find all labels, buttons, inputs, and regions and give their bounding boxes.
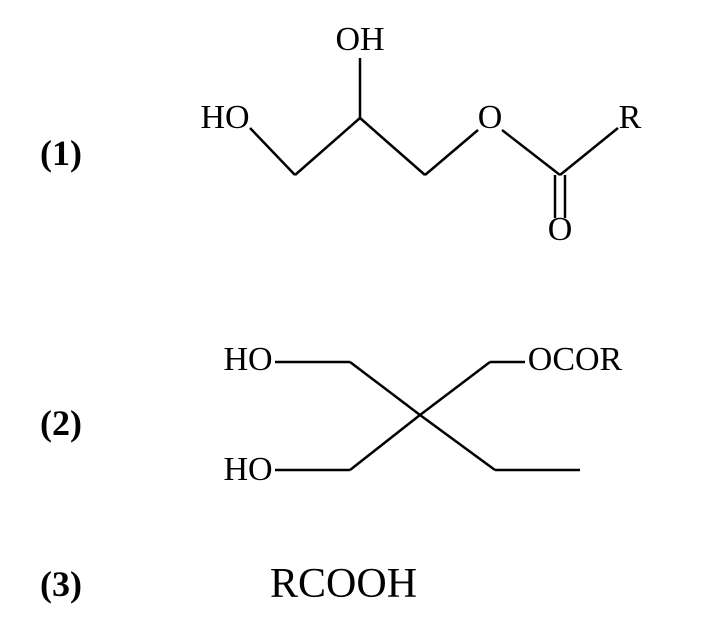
bond-ch-ch2b: [360, 118, 425, 175]
structure-1-container: HO OH O R O: [140, 20, 660, 285]
bond-ch2-bot-c: [350, 415, 420, 470]
label-2: (2): [40, 402, 140, 444]
bond-ho-ch2: [250, 128, 295, 175]
label-3: (3): [40, 563, 140, 605]
bond-ch2-top-c: [350, 362, 420, 415]
oh-top-label: OH: [335, 21, 384, 58]
structure-row-3: (3) RCOOH: [40, 560, 417, 608]
ho-left-label: HO: [200, 99, 249, 136]
ho-top-label: HO: [223, 341, 272, 378]
o-ester-label: O: [478, 99, 503, 136]
bond-c-ch2-ocor: [420, 362, 490, 415]
o-carbonyl-label: O: [548, 211, 573, 248]
bond-o-c: [502, 130, 560, 175]
structure-1-svg: HO OH O R O: [140, 20, 660, 280]
ho-bottom-label: HO: [223, 451, 272, 488]
structure-row-1: (1) HO OH O R O: [40, 20, 660, 285]
structure-2-svg: HO HO OCOR: [140, 320, 660, 520]
structure-row-2: (2) HO HO OCOR: [40, 320, 660, 525]
r-label: R: [619, 99, 642, 136]
formula-3: RCOOH: [270, 560, 417, 608]
bond-ch2-ch: [295, 118, 360, 175]
structure-2-container: HO HO OCOR: [140, 320, 660, 525]
bond-ch2-o: [425, 130, 478, 175]
label-1: (1): [40, 132, 140, 174]
bond-c-r: [560, 128, 618, 175]
ocor-label: OCOR: [528, 341, 623, 378]
bond-c-ch2-ethyl: [420, 415, 495, 470]
